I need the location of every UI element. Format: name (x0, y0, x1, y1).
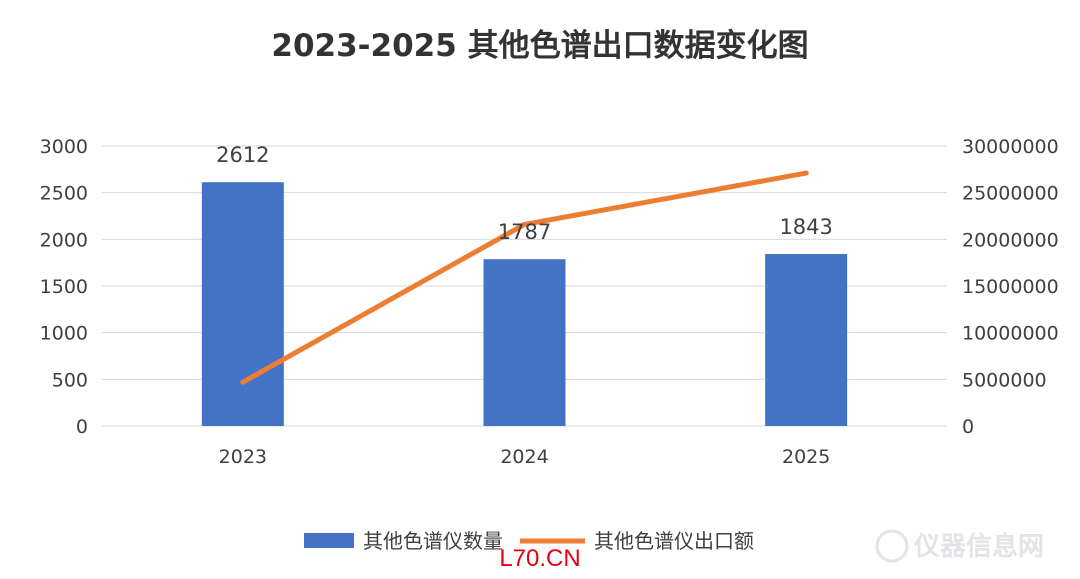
line-point (803, 170, 809, 176)
bar-data-label: 1843 (779, 215, 832, 239)
bar-series (201, 182, 848, 426)
line-series (240, 170, 809, 385)
line-point (522, 221, 527, 227)
left-tick-label: 500 (52, 369, 88, 391)
left-tick-label: 2000 (40, 229, 88, 251)
left-tick-label: 0 (76, 416, 88, 438)
watermark-logo-icon (875, 529, 909, 563)
line-point (240, 379, 246, 385)
x-tick-label: 2023 (219, 446, 267, 468)
left-tick-label: 3000 (40, 136, 88, 158)
chart-title: 2023-2025 其他色谱出口数据变化图 (271, 28, 808, 64)
x-axis: 2023 2024 2025 (219, 446, 831, 468)
bar (483, 259, 566, 426)
right-tick-label: 5000000 (962, 369, 1047, 391)
right-tick-label: 30000000 (962, 136, 1059, 158)
bar (765, 253, 848, 426)
legend-swatch-bar (304, 533, 354, 548)
data-labels: 2612 1787 1843 (216, 143, 833, 244)
left-y-axis: 0 500 1000 1500 2000 2500 3000 (40, 136, 88, 438)
source-label: L70.CN (499, 545, 580, 572)
right-tick-label: 25000000 (962, 183, 1059, 205)
right-y-axis: 0 5000000 10000000 15000000 20000000 25000000… (962, 136, 1059, 438)
right-tick-label: 20000000 (962, 229, 1059, 251)
bar (201, 182, 284, 426)
right-tick-label: 0 (962, 416, 974, 438)
left-tick-label: 1000 (40, 323, 88, 345)
x-tick-label: 2025 (782, 446, 830, 468)
watermark: 仪器信息网 (875, 529, 1044, 563)
watermark-text: 仪器信息网 (913, 531, 1044, 562)
left-tick-label: 2500 (40, 183, 88, 205)
legend: 其他色谱仪数量 其他色谱仪出口额 (304, 529, 754, 553)
x-tick-label: 2024 (500, 446, 548, 468)
legend-label-bar: 其他色谱仪数量 (363, 529, 503, 553)
bar-data-label: 2612 (216, 143, 269, 167)
left-tick-label: 1500 (40, 276, 88, 298)
legend-label-line: 其他色谱仪出口额 (594, 529, 754, 553)
right-tick-label: 15000000 (962, 276, 1059, 298)
right-tick-label: 10000000 (962, 323, 1059, 345)
bar-data-label: 1787 (498, 220, 551, 244)
